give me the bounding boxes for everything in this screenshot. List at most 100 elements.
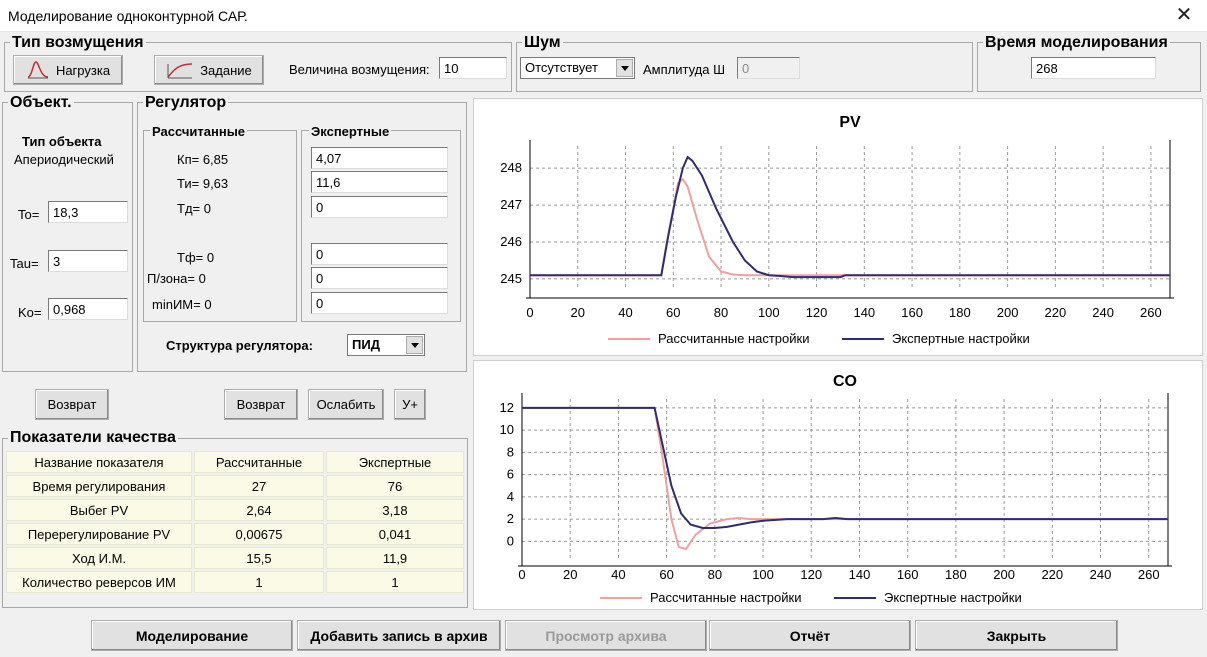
object-type-value: Апериодический — [14, 152, 114, 167]
x-tick-label: 260 — [1138, 567, 1160, 582]
weaken-button[interactable]: Ослабить — [308, 389, 384, 420]
x-tick-label: 0 — [526, 305, 533, 320]
load-button[interactable]: Нагрузка — [13, 55, 123, 85]
simtime-input[interactable]: 268 — [1031, 57, 1156, 79]
amplitude-input[interactable]: 0 — [737, 57, 800, 79]
to-label: To= — [18, 207, 40, 222]
x-tick-label: 120 — [806, 305, 828, 320]
chevron-down-icon[interactable] — [406, 336, 423, 354]
table-cell: 15,5 — [194, 547, 324, 569]
disturbance-group — [4, 42, 512, 92]
table-cell: 0,00675 — [194, 523, 324, 545]
x-tick-label: 260 — [1140, 305, 1162, 320]
object-legend: Объект. — [8, 94, 74, 111]
close-button[interactable]: Закрыть — [915, 620, 1118, 651]
x-tick-label: 100 — [758, 305, 780, 320]
table-row: Количество реверсов ИМ 1 1 — [6, 571, 464, 593]
archive-add-button[interactable]: Добавить запись в архив — [297, 620, 501, 651]
table-row: Перерегулирование PV 0,00675 0,041 — [6, 523, 464, 545]
expert-kp-input[interactable]: 4,07 — [311, 147, 448, 169]
x-tick-label: 40 — [618, 305, 632, 320]
table-cell: 76 — [326, 475, 464, 497]
ko-input[interactable]: 0,968 — [48, 298, 128, 320]
noise-select[interactable]: Отсутствует — [520, 57, 635, 79]
noise-legend: Шум — [522, 34, 563, 51]
x-tick-label: 200 — [993, 567, 1015, 582]
x-tick-label: 20 — [571, 305, 585, 320]
noise-group — [516, 42, 973, 92]
setpoint-curve-icon — [167, 63, 193, 79]
tau-label: Tau= — [10, 256, 39, 271]
legend-label: Рассчитанные настройки — [650, 590, 801, 605]
setpoint-label: Задание — [200, 62, 252, 78]
y-tick-label: 8 — [507, 444, 514, 459]
pzone-value: П/зона= 0 — [147, 271, 206, 286]
archive-view-button[interactable]: Просмотр архива — [505, 620, 707, 651]
expert-heading: Экспертные — [309, 124, 392, 139]
pv-chart-panel: PV 0 20 40 60 80 100 120 140 160 180 200 220 240 260 24… — [473, 98, 1203, 356]
disturbance-legend: Тип возмущения — [10, 34, 146, 51]
close-icon[interactable]: ✕ — [1175, 4, 1193, 26]
co-chart-panel: CO 0 20 40 60 80 100 120 140 160 180 200 220 240 260 0 2… — [473, 360, 1203, 610]
expert-tf-input[interactable]: 0 — [311, 243, 448, 265]
x-tick-label: 120 — [800, 567, 822, 582]
return-object-button[interactable]: Возврат — [35, 389, 109, 420]
x-tick-label: 220 — [1041, 567, 1063, 582]
x-tick-label: 240 — [1090, 567, 1112, 582]
table-cell: Время регулирования — [6, 475, 192, 497]
table-cell: 2,64 — [194, 499, 324, 521]
x-tick-label: 220 — [1045, 305, 1067, 320]
regulator-group — [137, 102, 467, 372]
td-value: Тд= 0 — [177, 201, 211, 216]
setpoint-button[interactable]: Задание — [154, 55, 264, 85]
expert-minim-input[interactable]: 0 — [311, 292, 448, 314]
object-type-heading: Тип объекта — [22, 134, 102, 149]
table-cell: Ход И.М. — [6, 547, 192, 569]
chart-title: CO — [833, 373, 857, 390]
y-tick-label: 248 — [500, 160, 522, 175]
x-tick-label: 80 — [708, 567, 722, 582]
legend-label: Экспертные настройки — [884, 590, 1022, 605]
y-tick-label: 245 — [500, 271, 522, 286]
table-cell: 1 — [326, 571, 464, 593]
x-tick-label: 100 — [752, 567, 774, 582]
window-title: Моделирование одноконтурной САР. — [8, 8, 248, 24]
table-cell: 3,18 — [326, 499, 464, 521]
x-tick-label: 60 — [659, 567, 673, 582]
strengthen-button[interactable]: У+ — [394, 389, 426, 420]
ko-label: Ko= — [18, 305, 42, 320]
series-line-expert — [530, 155, 1170, 279]
expert-ti-input[interactable]: 11,6 — [311, 171, 448, 193]
y-tick-label: 247 — [500, 197, 522, 212]
y-tick-label: 246 — [500, 234, 522, 249]
regulator-legend: Регулятор — [143, 94, 229, 111]
pv-chart: PV 0 20 40 60 80 100 120 140 160 180 200 220 240 260 24… — [500, 114, 1174, 346]
x-tick-label: 180 — [945, 567, 967, 582]
x-tick-label: 80 — [714, 305, 728, 320]
tau-input[interactable]: 3 — [48, 250, 128, 272]
title-bar: Моделирование одноконтурной САР. ✕ — [0, 0, 1207, 32]
table-cell: 0,041 — [326, 523, 464, 545]
structure-select[interactable]: ПИД — [347, 334, 425, 356]
to-input[interactable]: 18,3 — [48, 201, 128, 223]
kp-value: Кп= 6,85 — [177, 152, 229, 167]
report-button[interactable]: Отчёт — [709, 620, 911, 651]
y-tick-label: 4 — [507, 489, 514, 504]
load-label: Нагрузка — [55, 62, 111, 78]
table-row: Название показателя Рассчитанные Эксперт… — [6, 451, 464, 473]
chevron-down-icon[interactable] — [616, 59, 633, 77]
series-line-calculated — [522, 406, 1168, 551]
quality-table: Название показателя Рассчитанные Эксперт… — [4, 449, 466, 595]
y-tick-label: 6 — [507, 467, 514, 482]
x-tick-label: 20 — [563, 567, 577, 582]
y-tick-label: 12 — [500, 400, 514, 415]
expert-td-input[interactable]: 0 — [311, 196, 448, 218]
return-regulator-button[interactable]: Возврат — [224, 389, 298, 420]
magnitude-input[interactable]: 10 — [439, 57, 507, 79]
table-cell: 11,9 — [326, 547, 464, 569]
expert-pzone-input[interactable]: 0 — [311, 267, 448, 289]
tf-value: Тф= 0 — [177, 250, 215, 265]
simulate-button[interactable]: Моделирование — [91, 620, 293, 651]
x-tick-label: 140 — [853, 305, 875, 320]
y-tick-label: 10 — [500, 422, 514, 437]
